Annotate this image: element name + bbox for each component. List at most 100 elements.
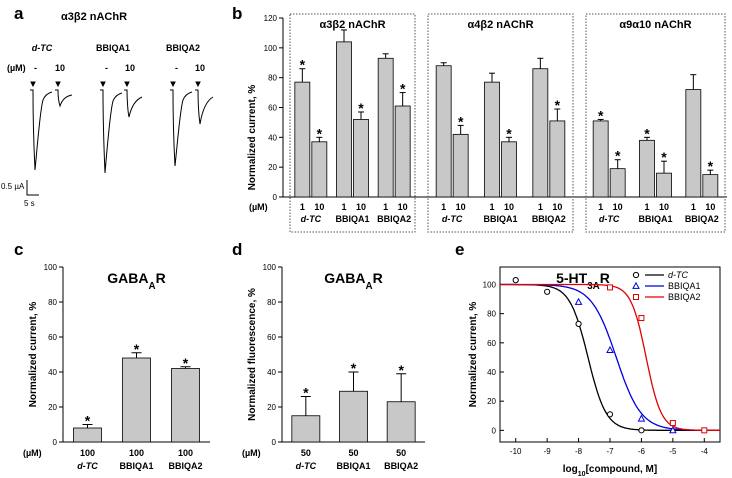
d-y-tick-label-2: 40: [267, 368, 276, 377]
e-point-2-0: [607, 284, 613, 291]
panel-label-d: d: [232, 240, 242, 259]
b-dose-1-2-1: 10: [552, 202, 562, 212]
b-dose-0-2-0: 1: [383, 202, 388, 212]
e-legend-marker-0: [632, 271, 640, 279]
d-y-tick-label-4: 80: [267, 298, 276, 307]
d-dose-2: 50: [396, 448, 406, 458]
b-sig-2-1-1: *: [661, 149, 667, 165]
b-dose-0-2-1: 10: [398, 202, 408, 212]
b-dose-2-2-0: 1: [691, 202, 696, 212]
b-dose-2-2-1: 10: [705, 202, 715, 212]
c-bar-2: [171, 368, 200, 443]
trace-bbiqa1-drug: [124, 89, 143, 118]
b-sig-2-0-1: *: [615, 148, 621, 164]
b-group-label-0-0: d-TC: [301, 214, 322, 224]
panel-label-c: c: [14, 240, 23, 259]
b-bar-1-0-0: [435, 65, 452, 198]
application-marker-dtc-1: [30, 81, 36, 88]
e-title: 5-HT3AR: [556, 270, 610, 292]
c-unit-label: (µM): [23, 448, 42, 458]
e-x-tick-label-4: -6: [638, 447, 646, 456]
b-dose-0-0-0: 1: [300, 202, 305, 212]
b-sig-1-0-1: *: [458, 113, 464, 129]
b-subpanel-title-2: α9α10 nAChR: [619, 19, 691, 31]
e-x-tick-label-2: -8: [575, 447, 583, 456]
b-group-label-0-2: BBIQA2: [377, 214, 411, 224]
e-y-tick-label-0: 0: [492, 426, 497, 435]
d-title: GABAAR: [324, 270, 382, 292]
e-x-tick-label-5: -5: [669, 447, 677, 456]
c-category-0: d-TC: [77, 461, 98, 471]
e-point-0-1: [544, 288, 551, 295]
e-x-tick-label-3: -7: [606, 447, 614, 456]
d-y-tick-label-1: 20: [267, 403, 276, 412]
c-category-1: BBIQA1: [119, 461, 153, 471]
b-sig-2-0-0: *: [598, 107, 604, 123]
e-legend-label-0: d-TC: [668, 270, 689, 280]
d-y-tick-label-5: 100: [263, 263, 277, 272]
b-sig-1-2-1: *: [555, 97, 561, 113]
c-dose-1: 100: [129, 448, 144, 458]
e-x-axis-label: log10[compound, M]: [563, 464, 657, 478]
application-marker-bbiqa2-2: [195, 81, 201, 88]
c-y-axis-label: Normalized current, %: [28, 302, 39, 408]
b-bar-0-0-0: [294, 81, 311, 198]
b-bar-2-1-0: [639, 139, 655, 198]
trace-bbiqa2-control: [170, 89, 193, 167]
b-subpanel-frame-2: [585, 13, 726, 233]
dose-high-bbiqa1: 10: [125, 63, 135, 73]
d-category-0: d-TC: [296, 461, 317, 471]
d-bar-1: [339, 390, 368, 443]
e-y-axis-label: Normalized current, %: [468, 302, 479, 408]
e-point-1-0: [574, 297, 583, 305]
dose-low-bbiqa1: -: [105, 63, 108, 73]
c-title: GABAAR: [107, 270, 165, 292]
scale-bar: [26, 180, 39, 196]
panel-a-unit-label: (µM): [7, 63, 26, 73]
b-dose-1-1-1: 10: [504, 202, 514, 212]
panel-d-chart: 0 20 40 60 80 100 Normalized fluorescence, % GA…: [242, 263, 425, 471]
d-dose-0: 50: [301, 448, 311, 458]
b-bar-0-2-1: [394, 105, 411, 198]
d-bar-0: [291, 415, 321, 443]
dose-low-bbiqa2: -: [175, 63, 178, 73]
b-bar-2-0-0: [592, 120, 609, 198]
b-sig-2-1-0: *: [644, 125, 650, 141]
application-marker-dtc-2: [55, 81, 61, 88]
b-subpanel-title-1: α4β2 nAChR: [467, 19, 533, 31]
trace-label-bbiqa2: BBIQA2: [166, 43, 200, 53]
c-sig-0: *: [85, 413, 91, 429]
e-fit-curve-0: [500, 283, 720, 431]
b-bar-2-1-1: [656, 172, 672, 198]
e-fit-curve-1: [500, 283, 720, 431]
d-dose-1: 50: [348, 448, 358, 458]
c-sig-1: *: [134, 341, 140, 357]
b-dose-2-1-1: 10: [659, 202, 669, 212]
d-sig-0: *: [303, 385, 309, 401]
c-sig-2: *: [183, 355, 189, 371]
b-group-label-1-0: d-TC: [442, 214, 463, 224]
e-point-2-1: [638, 315, 645, 322]
b-subpanel-title-0: α3β2 nAChR: [319, 19, 385, 31]
scale-time-label: 5 s: [24, 199, 35, 208]
b-bar-2-2-1: [702, 174, 719, 198]
e-x-tick-label-6: -4: [701, 447, 709, 456]
d-sig-2: *: [398, 362, 404, 378]
panel-c-chart: 0 20 40 60 80 100 Normalized current, % GABAAR (…: [23, 263, 210, 471]
b-y-tick-label-0: 0: [273, 193, 278, 202]
e-legend-label-1: BBIQA1: [668, 281, 701, 291]
b-bar-1-0-1: [452, 133, 469, 198]
d-y-tick-label-3: 60: [267, 333, 276, 342]
e-y-tick-label-4: 80: [487, 310, 496, 319]
b-dose-2-1-0: 1: [644, 202, 649, 212]
b-y-tick-label-4: 80: [268, 74, 277, 83]
b-sig-0-0-1: *: [317, 125, 323, 141]
b-y-tick-label-6: 120: [264, 14, 278, 23]
trace-label-dtc: d-TC: [32, 43, 53, 53]
b-group-label-1-1: BBIQA1: [483, 214, 517, 224]
trace-dtc-control: [30, 89, 53, 171]
b-sig-0-0-0: *: [300, 57, 306, 73]
b-bar-1-2-1: [549, 120, 566, 198]
application-marker-bbiqa2-1: [170, 81, 176, 88]
